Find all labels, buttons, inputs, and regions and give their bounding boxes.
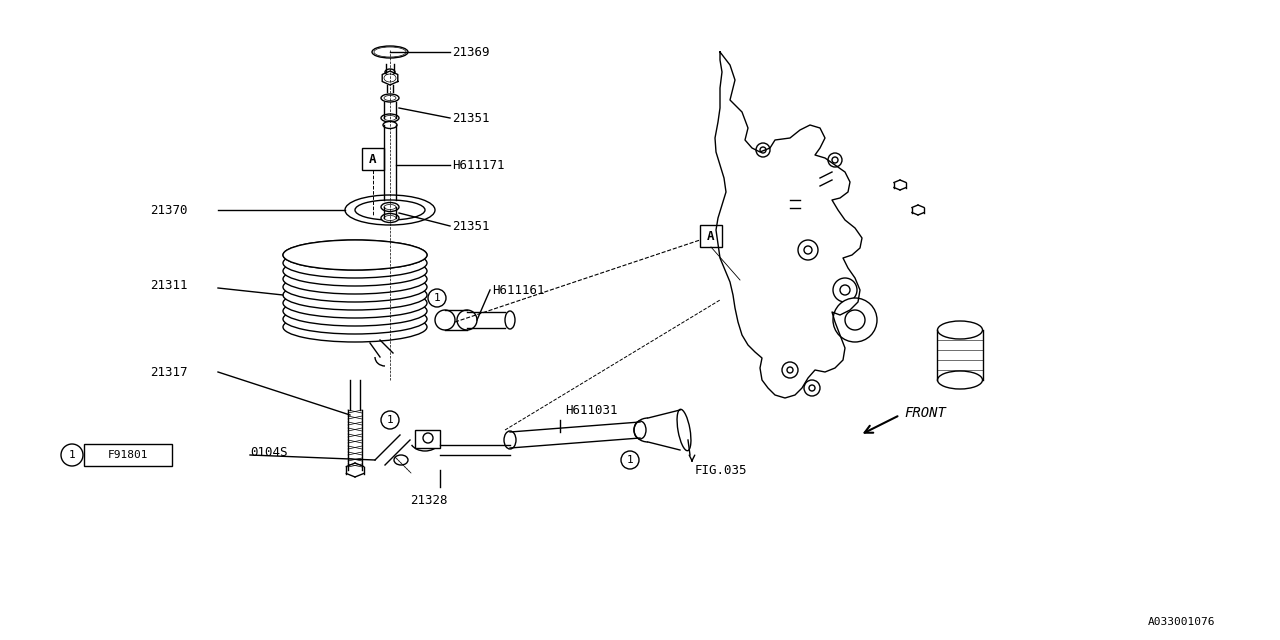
Ellipse shape <box>283 296 428 326</box>
Bar <box>415 430 440 448</box>
Circle shape <box>833 278 858 302</box>
Text: 1: 1 <box>387 415 393 425</box>
Text: 1: 1 <box>69 450 76 460</box>
Circle shape <box>61 444 83 466</box>
Ellipse shape <box>283 240 428 270</box>
Circle shape <box>428 289 445 307</box>
Ellipse shape <box>326 321 383 333</box>
Ellipse shape <box>346 195 435 225</box>
Circle shape <box>787 367 794 373</box>
Ellipse shape <box>506 311 515 329</box>
Ellipse shape <box>384 205 396 209</box>
Circle shape <box>797 240 818 260</box>
Ellipse shape <box>384 95 396 100</box>
Ellipse shape <box>381 94 399 102</box>
Ellipse shape <box>374 47 406 57</box>
Text: 0104S: 0104S <box>250 447 288 460</box>
Bar <box>362 148 384 170</box>
Ellipse shape <box>381 214 399 223</box>
Circle shape <box>845 310 865 330</box>
Circle shape <box>804 380 820 396</box>
Ellipse shape <box>326 305 383 317</box>
Text: H611171: H611171 <box>452 159 504 172</box>
Ellipse shape <box>326 249 383 261</box>
Ellipse shape <box>283 256 428 286</box>
Text: 21370: 21370 <box>150 204 187 216</box>
Text: 1: 1 <box>434 293 440 303</box>
Ellipse shape <box>283 248 428 278</box>
Ellipse shape <box>634 421 646 439</box>
Text: 21317: 21317 <box>150 365 187 378</box>
Text: 21311: 21311 <box>150 278 187 291</box>
Ellipse shape <box>394 455 408 465</box>
Circle shape <box>828 153 842 167</box>
Ellipse shape <box>283 280 428 310</box>
Ellipse shape <box>937 321 983 339</box>
Ellipse shape <box>372 46 408 58</box>
Ellipse shape <box>381 49 398 55</box>
Circle shape <box>435 310 454 330</box>
Ellipse shape <box>326 281 383 293</box>
Circle shape <box>833 298 877 342</box>
Ellipse shape <box>326 273 383 285</box>
Circle shape <box>760 147 765 153</box>
Text: 21351: 21351 <box>452 220 489 232</box>
Text: A033001076: A033001076 <box>1148 617 1216 627</box>
Text: H611031: H611031 <box>564 403 617 417</box>
Ellipse shape <box>355 200 425 220</box>
Text: F91801: F91801 <box>108 450 148 460</box>
Ellipse shape <box>283 264 428 294</box>
Ellipse shape <box>384 74 396 82</box>
Ellipse shape <box>283 304 428 334</box>
Bar <box>84 444 172 466</box>
Ellipse shape <box>326 257 383 269</box>
Circle shape <box>782 362 797 378</box>
Text: H611161: H611161 <box>492 284 544 296</box>
Ellipse shape <box>384 216 396 221</box>
Circle shape <box>381 411 399 429</box>
Circle shape <box>621 451 639 469</box>
Circle shape <box>804 246 812 254</box>
Circle shape <box>756 143 771 157</box>
Bar <box>700 225 722 247</box>
Ellipse shape <box>283 312 428 342</box>
Ellipse shape <box>283 288 428 318</box>
Ellipse shape <box>385 69 396 75</box>
Ellipse shape <box>326 313 383 325</box>
Text: 21328: 21328 <box>410 493 448 506</box>
Ellipse shape <box>326 289 383 301</box>
Text: FRONT: FRONT <box>904 406 946 420</box>
Circle shape <box>422 433 433 443</box>
Text: A: A <box>369 152 376 166</box>
Ellipse shape <box>937 371 983 389</box>
Ellipse shape <box>283 272 428 302</box>
Text: 21369: 21369 <box>452 45 489 58</box>
Text: A: A <box>708 230 714 243</box>
Circle shape <box>840 285 850 295</box>
Ellipse shape <box>383 196 397 204</box>
Ellipse shape <box>383 122 397 129</box>
Ellipse shape <box>381 202 399 211</box>
Text: FIG.035: FIG.035 <box>695 463 748 477</box>
Text: 1: 1 <box>627 455 634 465</box>
Circle shape <box>809 385 815 391</box>
Text: 21351: 21351 <box>452 111 489 125</box>
Ellipse shape <box>504 431 516 449</box>
Ellipse shape <box>326 265 383 277</box>
Ellipse shape <box>326 297 383 309</box>
Ellipse shape <box>381 114 399 122</box>
Circle shape <box>832 157 838 163</box>
Circle shape <box>457 310 477 330</box>
Ellipse shape <box>677 410 691 451</box>
Ellipse shape <box>283 240 428 270</box>
Ellipse shape <box>384 115 396 120</box>
